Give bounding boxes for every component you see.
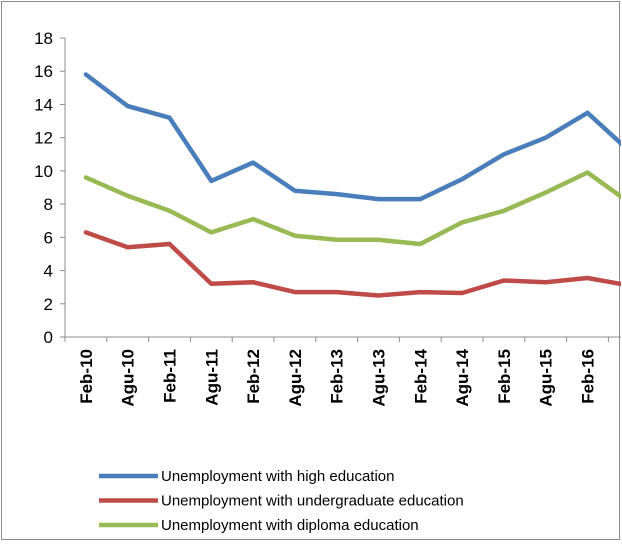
x-tick-label: Feb-10: [77, 349, 96, 404]
y-tick-label: 18: [34, 29, 53, 48]
legend-label-3: Unemployment with diploma education: [161, 517, 419, 534]
y-tick-label: 6: [44, 228, 53, 247]
x-axis-ticks: Feb-10 Agu-10 Feb-11 Agu-11 Feb-12 Agu-12 Feb-…: [64, 337, 622, 407]
x-tick-label: Feb-13: [328, 349, 347, 404]
x-tick-label: Feb-11: [161, 349, 180, 403]
y-tick-label: 10: [34, 162, 53, 181]
y-tick-label: 8: [44, 195, 53, 214]
y-tick-label: 16: [34, 62, 53, 81]
x-tick-label: Agu-15: [537, 349, 556, 407]
x-tick-label: Agu-12: [286, 349, 305, 407]
x-tick-label: Feb-14: [411, 348, 430, 403]
x-tick-label: Agu-10: [119, 349, 138, 407]
y-tick-label: 2: [44, 295, 53, 314]
y-tick-label: 14: [34, 95, 53, 114]
x-tick-label: Feb-12: [244, 349, 263, 404]
series-line-1: [83, 72, 622, 202]
legend: Unemployment with high education Unemploy…: [99, 468, 464, 534]
x-tick-label: Feb-15: [495, 349, 514, 404]
x-tick-label: Feb-16: [579, 349, 598, 404]
y-tick-label: 0: [44, 328, 53, 347]
y-tick-label: 4: [44, 262, 53, 281]
x-tick-label: Agu-14: [453, 348, 472, 406]
legend-label-2: Unemployment with undergraduate educatio…: [161, 493, 464, 510]
x-tick-label: Agu-11: [202, 349, 221, 406]
x-tick-label: Agu-16: [620, 349, 621, 407]
y-axis-ticks: 0 2 4 6 8 10 12 14 16 18: [34, 29, 65, 347]
series-line-3: [83, 170, 622, 247]
x-tick-label: Agu-13: [370, 349, 389, 407]
series-lines: [83, 72, 622, 298]
legend-label-1: Unemployment with high education: [161, 468, 394, 485]
series-line-2: [83, 230, 622, 298]
y-tick-label: 12: [34, 129, 53, 148]
